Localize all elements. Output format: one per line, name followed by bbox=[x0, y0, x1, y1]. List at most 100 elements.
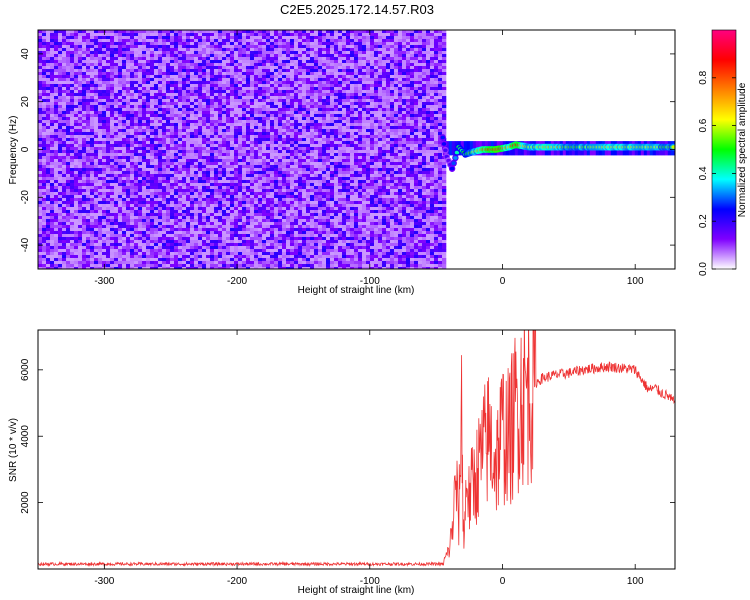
spectrogram-noise-cell bbox=[270, 48, 275, 52]
spectrogram-noise-cell bbox=[134, 54, 139, 58]
spectrogram-noise-cell bbox=[82, 48, 87, 52]
spectrogram-noise-cell bbox=[214, 84, 219, 88]
spectrogram-noise-cell bbox=[194, 204, 199, 208]
spectrogram-noise-cell bbox=[246, 174, 251, 178]
spectrogram-noise-cell bbox=[274, 126, 279, 130]
spectrogram-noise-cell bbox=[174, 30, 179, 34]
spectrogram-noise-cell bbox=[62, 264, 67, 268]
spectrogram-noise-cell bbox=[90, 249, 95, 253]
spectrogram-noise-cell bbox=[218, 36, 223, 40]
spectrogram-noise-cell bbox=[170, 66, 175, 70]
spectrogram-noise-cell bbox=[138, 51, 143, 55]
spectrogram-noise-cell bbox=[234, 174, 239, 178]
spectrogram-noise-cell bbox=[218, 198, 223, 202]
spectrogram-noise-cell bbox=[118, 87, 123, 91]
spectrogram-noise-cell bbox=[222, 162, 227, 166]
spectrogram-noise-cell bbox=[286, 108, 291, 112]
spectrogram-noise-cell bbox=[266, 141, 271, 145]
spectrogram-noise-cell bbox=[194, 168, 199, 172]
spectrogram-noise-cell bbox=[130, 264, 135, 268]
spectrogram-noise-cell bbox=[262, 258, 267, 262]
spectrogram-noise-cell bbox=[50, 237, 55, 241]
spectrogram-noise-cell bbox=[134, 210, 139, 214]
spectrogram-noise-cell bbox=[70, 105, 75, 109]
spectrogram-noise-cell bbox=[130, 30, 135, 34]
spectrogram-noise-cell bbox=[154, 42, 159, 46]
spectrogram-noise-cell bbox=[214, 171, 219, 175]
spectrogram-noise-cell bbox=[150, 132, 155, 136]
spectrogram-noise-cell bbox=[150, 66, 155, 70]
spectrogram-noise-cell bbox=[110, 147, 115, 151]
spectrogram-noise-cell bbox=[86, 48, 91, 52]
spectrogram-noise-cell bbox=[142, 171, 147, 175]
spectrogram-noise-cell bbox=[226, 195, 231, 199]
spectrogram-noise-cell bbox=[246, 120, 251, 124]
spectrogram-noise-cell bbox=[230, 156, 235, 160]
spectrogram-noise-cell bbox=[166, 204, 171, 208]
spectrogram-noise-cell bbox=[66, 216, 71, 220]
spectrogram-noise-cell bbox=[82, 78, 87, 82]
spectrogram-noise-cell bbox=[186, 174, 191, 178]
spectrogram-noise-cell bbox=[122, 219, 127, 223]
spectrogram-noise-cell bbox=[102, 180, 107, 184]
spectrogram-noise-cell bbox=[78, 159, 83, 163]
spectrogram-noise-cell bbox=[222, 201, 227, 205]
spectrogram-noise-cell bbox=[74, 132, 79, 136]
spectrogram-noise-cell bbox=[98, 48, 103, 52]
spectrogram-noise-cell bbox=[186, 258, 191, 262]
spectrogram-noise-cell bbox=[274, 159, 279, 163]
spectrogram-noise-cell bbox=[170, 63, 175, 67]
spectrogram-noise-cell bbox=[198, 99, 203, 103]
spectrogram-noise-cell bbox=[122, 216, 127, 220]
spectrogram-noise-cell bbox=[130, 162, 135, 166]
spectrogram-noise-cell bbox=[194, 177, 199, 181]
spectrogram-noise-cell bbox=[126, 264, 131, 268]
spectrogram-noise-cell bbox=[254, 225, 259, 229]
spectrogram-noise-cell bbox=[50, 93, 55, 97]
spectrogram-noise-cell bbox=[222, 168, 227, 172]
spectrogram-noise-cell bbox=[154, 135, 159, 139]
spectrogram-noise-cell bbox=[50, 135, 55, 139]
spectrogram-noise-cell bbox=[158, 33, 163, 37]
spectrogram-noise-cell bbox=[246, 171, 251, 175]
spectrogram-noise-cell bbox=[158, 81, 163, 85]
spectrogram-noise-cell bbox=[58, 234, 63, 238]
spectrogram-noise-cell bbox=[270, 87, 275, 91]
spectrogram-noise-cell bbox=[154, 63, 159, 67]
spectrogram-noise-cell bbox=[98, 225, 103, 229]
spectrogram-noise-cell bbox=[38, 162, 43, 166]
spectrogram-noise-cell bbox=[246, 204, 251, 208]
spectrogram-noise-cell bbox=[230, 177, 235, 181]
spectrogram-noise-cell bbox=[266, 222, 271, 226]
spectrogram-noise-cell bbox=[106, 258, 111, 262]
spectrogram-noise-cell bbox=[262, 63, 267, 67]
spectrogram-noise-cell bbox=[82, 138, 87, 142]
spectrogram-noise-cell bbox=[166, 126, 171, 130]
spectrogram-noise-cell bbox=[42, 30, 47, 34]
spectrogram-noise-cell bbox=[82, 141, 87, 145]
spectrogram-noise-cell bbox=[166, 147, 171, 151]
spectrogram-noise-cell bbox=[194, 54, 199, 58]
spectrogram-noise-cell bbox=[234, 198, 239, 202]
spectrogram-noise-cell bbox=[106, 243, 111, 247]
spectrogram-noise-cell bbox=[258, 93, 263, 97]
spectrogram-noise-cell bbox=[154, 78, 159, 82]
spectrogram-noise-cell bbox=[182, 123, 187, 127]
spectrogram-noise-cell bbox=[162, 162, 167, 166]
spectrogram-noise-cell bbox=[38, 246, 43, 250]
spectrogram-noise-cell bbox=[98, 201, 103, 205]
spectrogram-noise-cell bbox=[278, 243, 283, 247]
spectrogram-noise-cell bbox=[38, 117, 43, 121]
spectrogram-noise-cell bbox=[86, 90, 91, 94]
spectrogram-noise-cell bbox=[242, 138, 247, 142]
spectrogram-noise-cell bbox=[234, 105, 239, 109]
spectrogram-noise-cell bbox=[270, 63, 275, 67]
spectrogram-noise-cell bbox=[202, 225, 207, 229]
spectrogram-noise-cell bbox=[206, 45, 211, 49]
spectrogram-noise-cell bbox=[38, 171, 43, 175]
spectrogram-noise-cell bbox=[42, 192, 47, 196]
spectrogram-noise-cell bbox=[118, 195, 123, 199]
spectrogram-noise-cell bbox=[146, 165, 151, 169]
spectrogram-noise-cell bbox=[38, 234, 43, 238]
spectrogram-noise-cell bbox=[166, 39, 171, 43]
